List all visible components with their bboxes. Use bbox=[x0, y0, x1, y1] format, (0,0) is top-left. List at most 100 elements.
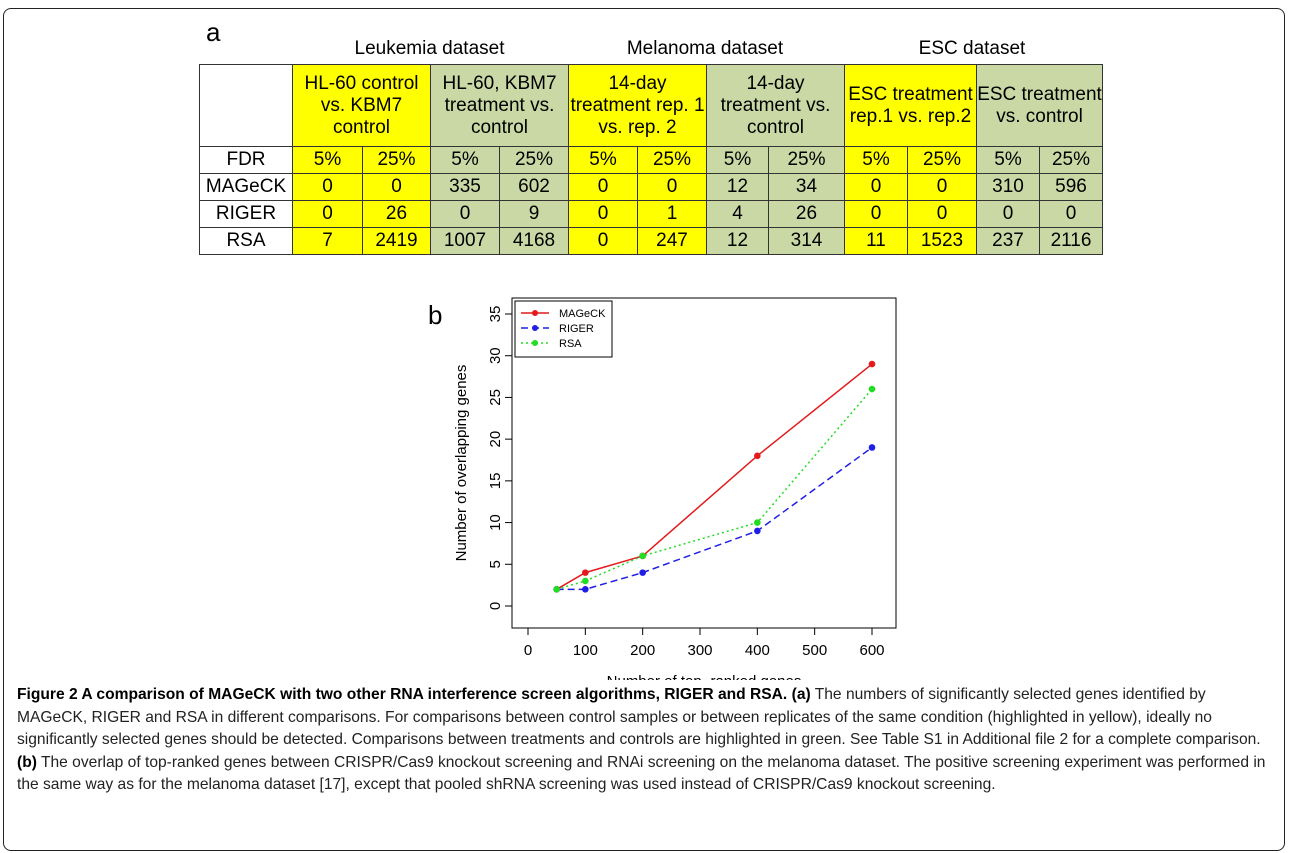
corner-cell bbox=[199, 64, 293, 147]
y-tick-label: 35 bbox=[487, 306, 504, 323]
data-point-mageck bbox=[582, 569, 589, 576]
x-tick-label: 600 bbox=[859, 642, 884, 659]
panel-b-label: b bbox=[428, 300, 443, 330]
group-header-esc: ESC dataset bbox=[918, 38, 1026, 59]
method-label: RIGER bbox=[199, 200, 293, 228]
caption-part-a-label: (a) bbox=[791, 686, 811, 703]
column-header: 14-day treatment vs. control bbox=[706, 64, 845, 147]
legend-marker bbox=[532, 325, 538, 331]
data-point-mageck bbox=[868, 360, 876, 368]
y-tick-label: 25 bbox=[487, 389, 504, 406]
figure-caption: Figure 2 A comparison of MAGeCK with two… bbox=[17, 684, 1279, 797]
value-cell: 0 bbox=[907, 173, 977, 201]
method-label: MAGeCK bbox=[199, 173, 293, 201]
data-point-rsa bbox=[754, 519, 761, 526]
value-cell: 26 bbox=[362, 200, 431, 228]
legend-label: RSA bbox=[559, 338, 582, 350]
y-tick-label: 30 bbox=[487, 347, 504, 364]
caption-part-a: The numbers of significantly selected ge… bbox=[17, 686, 1261, 749]
column-header: HL-60 control vs. KBM7 control bbox=[292, 64, 431, 147]
x-tick-label: 500 bbox=[802, 642, 827, 659]
value-cell: 310 bbox=[976, 173, 1040, 201]
value-cell: 1523 bbox=[907, 227, 977, 255]
value-cell: 12 bbox=[706, 173, 769, 201]
value-cell: 0 bbox=[907, 200, 977, 228]
series-line-mageck bbox=[556, 363, 873, 590]
fdr-cell: 5% bbox=[844, 146, 908, 174]
fdr-cell: 5% bbox=[706, 146, 769, 174]
fdr-row: FDR 5% 25% 5% 25% 5% 25% 5% 25% 5% 25% 5… bbox=[199, 146, 1103, 174]
fdr-cell: 25% bbox=[637, 146, 707, 174]
x-tick-label: 100 bbox=[573, 642, 598, 659]
y-tick-label: 20 bbox=[487, 431, 504, 448]
legend-marker bbox=[532, 340, 538, 346]
value-cell: 11 bbox=[844, 227, 908, 255]
value-cell: 2419 bbox=[362, 227, 431, 255]
value-cell: 0 bbox=[976, 200, 1040, 228]
plot-frame bbox=[511, 297, 897, 629]
legend-box bbox=[514, 300, 613, 358]
series-line-riger bbox=[556, 446, 873, 591]
data-point-rsa bbox=[868, 385, 876, 393]
fdr-cell: 5% bbox=[976, 146, 1040, 174]
fdr-cell: 5% bbox=[568, 146, 638, 174]
fdr-cell: 25% bbox=[768, 146, 845, 174]
value-cell: 0 bbox=[292, 173, 363, 201]
value-cell: 0 bbox=[362, 173, 431, 201]
value-cell: 0 bbox=[430, 200, 500, 228]
x-tick-label: 300 bbox=[687, 642, 712, 659]
value-cell: 12 bbox=[706, 227, 769, 255]
fdr-cell: 25% bbox=[1039, 146, 1103, 174]
legend-marker bbox=[532, 310, 538, 316]
group-header-leukemia: Leukemia dataset bbox=[354, 38, 505, 59]
table-row-mageck: MAGeCK 0 0 335 602 0 0 12 34 0 0 310 596 bbox=[199, 173, 1103, 201]
value-cell: 237 bbox=[976, 227, 1040, 255]
data-point-rsa bbox=[553, 586, 560, 593]
value-cell: 335 bbox=[430, 173, 500, 201]
value-cell: 0 bbox=[568, 200, 638, 228]
value-cell: 247 bbox=[637, 227, 707, 255]
table-row-rsa: RSA 7 2419 1007 4168 0 247 12 314 11 152… bbox=[199, 227, 1103, 255]
column-header-row: HL-60 control vs. KBM7 control HL-60, KB… bbox=[199, 64, 1103, 147]
data-point-mageck bbox=[754, 452, 761, 460]
x-tick-label: 200 bbox=[630, 642, 655, 659]
column-header: 14-day treatment rep. 1 vs. rep. 2 bbox=[568, 64, 707, 147]
table-row-riger: RIGER 0 26 0 9 0 1 4 26 0 0 0 0 bbox=[199, 200, 1103, 228]
value-cell: 314 bbox=[768, 227, 845, 255]
column-header: HL-60, KBM7 treatment vs. control bbox=[430, 64, 569, 147]
value-cell: 1007 bbox=[430, 227, 500, 255]
data-point-rsa bbox=[639, 552, 646, 560]
y-tick-label: 10 bbox=[487, 514, 504, 531]
x-tick-label: 400 bbox=[745, 642, 770, 659]
x-tick-label: 0 bbox=[524, 642, 532, 659]
series-line-rsa bbox=[556, 388, 873, 591]
fdr-cell: 25% bbox=[362, 146, 431, 174]
value-cell: 0 bbox=[292, 200, 363, 228]
value-cell: 2116 bbox=[1039, 227, 1103, 255]
fdr-cell: 25% bbox=[907, 146, 977, 174]
data-point-rsa bbox=[582, 577, 589, 585]
caption-title: Figure 2 A comparison of MAGeCK with two… bbox=[17, 686, 788, 703]
dataset-group-headers: Leukemia dataset Melanoma dataset ESC da… bbox=[0, 38, 1290, 64]
value-cell: 0 bbox=[637, 173, 707, 201]
value-cell: 4 bbox=[706, 200, 769, 228]
x-axis-label: Number of top−ranked genes bbox=[607, 673, 802, 680]
y-tick-label: 0 bbox=[487, 602, 504, 610]
column-header: ESC treatment rep.1 vs. rep.2 bbox=[844, 64, 977, 147]
legend-label: RIGER bbox=[559, 323, 594, 335]
value-cell: 4168 bbox=[499, 227, 569, 255]
value-cell: 9 bbox=[499, 200, 569, 228]
data-point-riger bbox=[639, 569, 646, 576]
y-tick-label: 5 bbox=[487, 560, 504, 568]
data-point-riger bbox=[582, 586, 589, 593]
value-cell: 0 bbox=[844, 173, 908, 201]
value-cell: 602 bbox=[499, 173, 569, 201]
method-label: RSA bbox=[199, 227, 293, 255]
value-cell: 0 bbox=[568, 173, 638, 201]
legend-label: MAGeCK bbox=[559, 308, 606, 320]
caption-part-b-label: (b) bbox=[17, 753, 37, 771]
value-cell: 0 bbox=[568, 227, 638, 255]
column-header: ESC treatment vs. control bbox=[976, 64, 1103, 147]
value-cell: 7 bbox=[292, 227, 363, 255]
y-tick-label: 15 bbox=[487, 473, 504, 490]
